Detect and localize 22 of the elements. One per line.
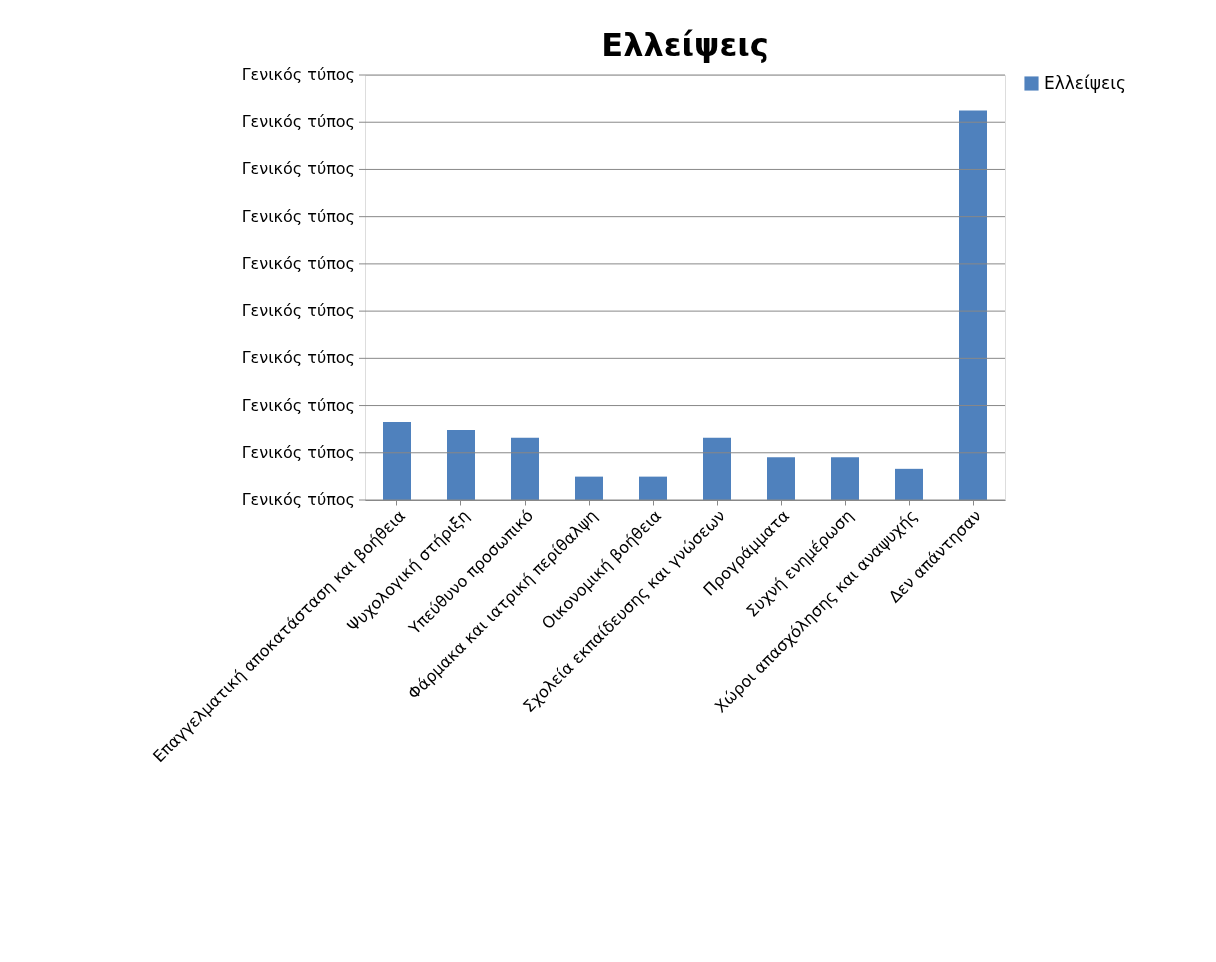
bar [959,110,987,500]
text: Γενικός τύπος [241,348,355,368]
text: Γενικός τύπος [241,206,355,226]
bar [511,437,539,500]
bar [383,422,411,500]
text: Γενικός τύπος [241,442,355,462]
bar [831,457,859,500]
text: Γενικός τύπος [241,253,355,273]
bar [575,476,603,500]
chart-title: Ελλείψεις [601,26,769,64]
text: Γενικός τύπος [241,112,355,132]
bar [639,476,667,500]
text: Γενικός τύπος [241,159,355,179]
text: Γενικός τύπος [241,395,355,415]
bar [767,457,795,500]
bar [895,468,923,500]
text: Γενικός τύπος [241,65,355,84]
legend-label: Ελλείψεις [1044,72,1126,93]
bar [447,429,475,500]
text: Γενικός τύπος [241,490,355,509]
bar [703,437,731,500]
text: Γενικός τύπος [241,301,355,321]
